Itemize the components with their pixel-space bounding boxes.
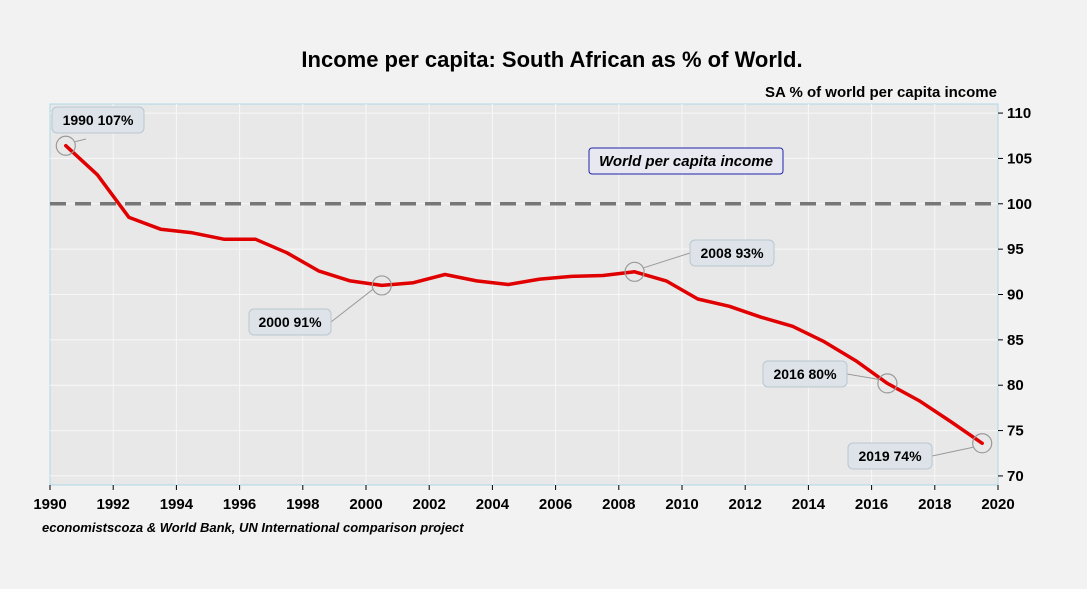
annotation-label: 2000 91% xyxy=(258,314,322,330)
annotation-marker xyxy=(877,373,898,394)
x-axis: 1990 1992 1994 1996 1998 2000 2002 2004 2006 2008… xyxy=(33,485,1015,513)
x-tick-label: 1992 xyxy=(97,496,130,513)
annotations: 1990 107% 2000 91% 2008 93% 2016 80% 2019 74… xyxy=(51,106,993,470)
y-tick-label: 80 xyxy=(1007,377,1024,394)
y-tick-label: 105 xyxy=(1007,150,1032,167)
x-tick-label: 2008 xyxy=(602,496,635,513)
annotation-label: 2016 80% xyxy=(773,366,837,382)
annotation-box xyxy=(51,106,145,134)
annotation: 2016 80% xyxy=(762,360,898,394)
y-tick-label: 95 xyxy=(1007,241,1024,258)
series-line xyxy=(64,143,984,446)
annotation: 2000 91% xyxy=(248,275,392,336)
legend-box xyxy=(588,147,784,175)
y-tick-label: 75 xyxy=(1007,423,1024,440)
annotation-label: 1990 107% xyxy=(63,112,134,128)
y-tick-label: 90 xyxy=(1007,287,1024,304)
annotation-box xyxy=(248,308,332,336)
x-tick-label: 2014 xyxy=(792,496,826,513)
x-tick-label: 2016 xyxy=(855,496,888,513)
x-tick-label: 2006 xyxy=(539,496,572,513)
annotation-connector xyxy=(643,252,691,269)
annotation-box xyxy=(689,239,775,267)
annotation-box xyxy=(762,360,848,388)
x-tick-label: 1990 xyxy=(33,496,66,513)
annotation-label: 2019 74% xyxy=(858,448,922,464)
annotation-connector xyxy=(74,138,87,143)
x-tick-label: 2002 xyxy=(413,496,446,513)
annotation-marker xyxy=(972,433,993,454)
x-tick-label: 2000 xyxy=(349,496,382,513)
y-tick-label: 70 xyxy=(1007,468,1024,485)
series-group xyxy=(64,143,984,446)
source-note: economistscoza & World Bank, UN Internat… xyxy=(42,520,464,535)
y-tick-label: 110 xyxy=(1007,105,1031,122)
annotation: 2019 74% xyxy=(847,433,993,470)
x-tick-label: 1998 xyxy=(286,496,319,513)
annotation-connector xyxy=(330,289,374,323)
x-tick-label: 1994 xyxy=(160,496,194,513)
reference-line-group: World per capita income xyxy=(50,147,998,206)
chart-title: Income per capita: South African as % of… xyxy=(301,47,802,72)
x-tick-label: 2020 xyxy=(981,496,1014,513)
legend-label: World per capita income xyxy=(599,153,773,170)
annotation-connector xyxy=(931,446,974,457)
y-tick-label: 85 xyxy=(1007,332,1024,349)
annotation-marker xyxy=(55,135,76,156)
y-tick-label: 100 xyxy=(1007,196,1032,213)
y-axis: 70 75 80 85 90 95 100 105 110 xyxy=(998,105,1032,485)
x-tick-label: 2012 xyxy=(729,496,762,513)
x-tick-label: 2010 xyxy=(665,496,698,513)
x-tick-label: 1996 xyxy=(223,496,256,513)
annotation: 1990 107% xyxy=(51,106,145,156)
annotation-marker xyxy=(624,261,645,282)
x-tick-label: 2004 xyxy=(476,496,510,513)
x-tick-label: 2018 xyxy=(918,496,951,513)
y-axis-label: SA % of world per capita income xyxy=(765,84,997,101)
annotation-marker xyxy=(371,275,392,296)
annotation-connector xyxy=(846,373,879,380)
annotation-box xyxy=(847,442,933,470)
annotation: 2008 93% xyxy=(624,239,775,282)
annotation-label: 2008 93% xyxy=(700,245,764,261)
